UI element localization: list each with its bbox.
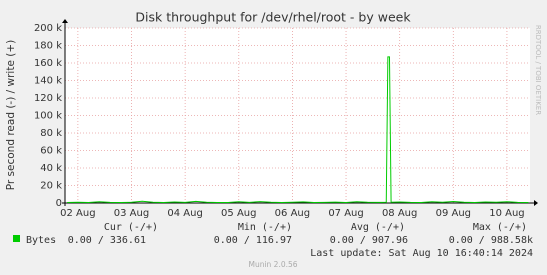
stat-value: 0.00 / 336.61 xyxy=(68,235,146,246)
stat-value: 0.00 / 988.58k xyxy=(449,235,533,246)
x-tick-label: 02 Aug xyxy=(60,208,95,219)
legend-swatch xyxy=(13,235,20,242)
y-tick-label: 200 k xyxy=(34,23,62,34)
axis-arrow xyxy=(534,200,538,206)
x-tick-label: 09 Aug xyxy=(436,208,471,219)
y-tick-label: 80 k xyxy=(40,128,62,139)
stat-header: Cur (-/+) xyxy=(104,222,158,233)
y-tick-label: 140 k xyxy=(34,76,62,87)
x-tick-label: 03 Aug xyxy=(114,208,149,219)
watermark: RRDTOOL / TOBI OETIKER xyxy=(534,25,542,115)
y-tick-label: 180 k xyxy=(34,41,62,52)
y-tick-label: 0 xyxy=(56,198,62,209)
series-line xyxy=(67,56,529,204)
y-tick-label: 60 k xyxy=(40,146,62,157)
x-tick-label: 06 Aug xyxy=(275,208,310,219)
y-tick-label: 20 k xyxy=(40,181,62,192)
y-axis-label: Pr second read (-) / write (+) xyxy=(5,40,17,191)
x-tick-label: 04 Aug xyxy=(167,208,202,219)
stat-header: Max (-/+) xyxy=(473,222,527,233)
stat-value: 0.00 / 907.96 xyxy=(330,235,408,246)
x-tick-label: 07 Aug xyxy=(328,208,363,219)
x-tick-label: 10 Aug xyxy=(489,208,524,219)
axis-arrow xyxy=(62,19,68,23)
y-tick-label: 100 k xyxy=(34,111,62,122)
x-tick-label: 08 Aug xyxy=(382,208,417,219)
stat-header: Min (-/+) xyxy=(238,222,292,233)
chart-title: Disk throughput for /dev/rhel/root - by … xyxy=(135,10,411,25)
stat-header: Avg (-/+) xyxy=(351,222,405,233)
x-tick-label: 05 Aug xyxy=(221,208,256,219)
y-tick-label: 120 k xyxy=(34,93,62,104)
stat-value: 0.00 / 116.97 xyxy=(214,235,292,246)
legend-label: Bytes xyxy=(26,235,56,246)
y-tick-label: 160 k xyxy=(34,58,62,69)
footer: Munin 2.0.56 xyxy=(248,260,297,269)
y-tick-label: 40 k xyxy=(40,163,62,174)
last-update: Last update: Sat Aug 10 16:40:14 2024 xyxy=(310,248,533,259)
